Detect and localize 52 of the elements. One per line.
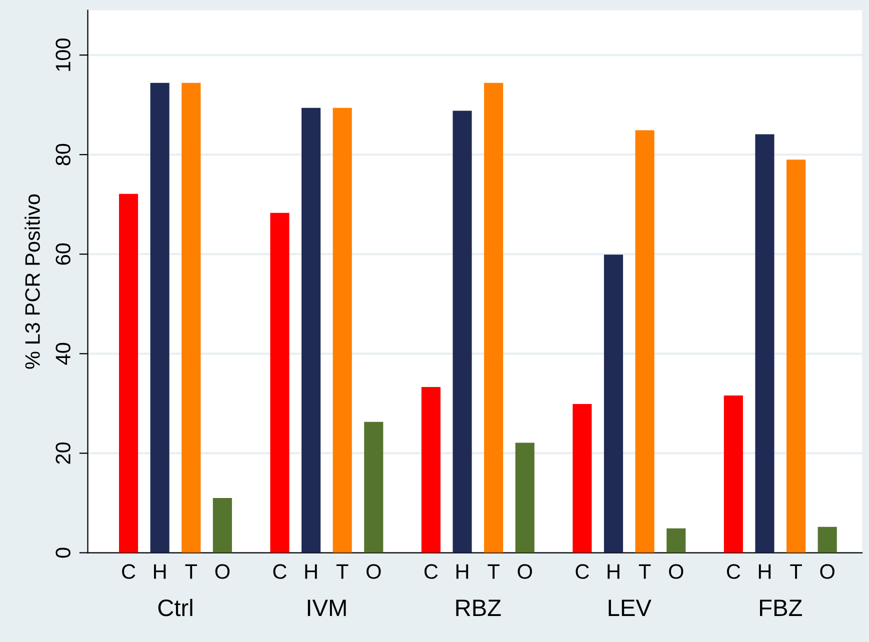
bar bbox=[364, 422, 384, 553]
x-tick-label: RBZ bbox=[456, 600, 501, 616]
text: H bbox=[608, 564, 620, 579]
series-label: T bbox=[185, 564, 198, 579]
bar bbox=[818, 526, 837, 553]
text: H bbox=[456, 564, 468, 579]
series-label: O bbox=[215, 564, 230, 579]
bar bbox=[270, 212, 290, 553]
text: T bbox=[336, 564, 348, 579]
text: O bbox=[669, 564, 684, 579]
bar bbox=[572, 404, 592, 553]
y-tick-label: 0 bbox=[56, 548, 70, 558]
text: T bbox=[488, 564, 500, 579]
series-label: C bbox=[122, 564, 136, 579]
y-tick-label: 20 bbox=[56, 442, 70, 464]
bar bbox=[421, 387, 441, 553]
bar bbox=[118, 194, 138, 553]
text: C bbox=[424, 564, 438, 579]
x-tick-label: Ctrl bbox=[158, 598, 192, 616]
bar bbox=[452, 110, 472, 553]
bar bbox=[212, 498, 232, 553]
text: C bbox=[576, 564, 589, 579]
y-axis-title: % L3 PCR Positivo bbox=[24, 194, 40, 369]
text: O bbox=[518, 564, 532, 579]
series-label: H bbox=[154, 564, 166, 579]
bar bbox=[724, 395, 743, 553]
bar bbox=[484, 82, 504, 553]
x-tick-label: FBZ bbox=[760, 600, 802, 616]
bar bbox=[302, 108, 321, 553]
x-tick-label: IVM bbox=[308, 600, 346, 616]
x-tick-label: LEV bbox=[608, 600, 652, 616]
text: O bbox=[366, 564, 381, 579]
bar bbox=[635, 130, 654, 553]
y-tick-label: 40 bbox=[56, 342, 70, 365]
text: O bbox=[820, 564, 834, 579]
text: H bbox=[758, 564, 771, 579]
text: T bbox=[790, 564, 802, 579]
y-tick-label: 60 bbox=[56, 243, 70, 265]
text: T bbox=[638, 564, 651, 579]
text: C bbox=[273, 564, 286, 579]
bar bbox=[515, 442, 534, 553]
bar bbox=[332, 108, 352, 553]
bar bbox=[755, 134, 774, 553]
text: H bbox=[305, 564, 317, 579]
bar bbox=[150, 82, 170, 553]
bar bbox=[604, 254, 624, 553]
y-tick-label: 80 bbox=[56, 144, 70, 166]
bar bbox=[182, 82, 201, 553]
text: C bbox=[726, 564, 740, 579]
bar bbox=[786, 160, 806, 553]
bar bbox=[666, 528, 686, 553]
y-tick-label: 100 bbox=[56, 38, 70, 71]
